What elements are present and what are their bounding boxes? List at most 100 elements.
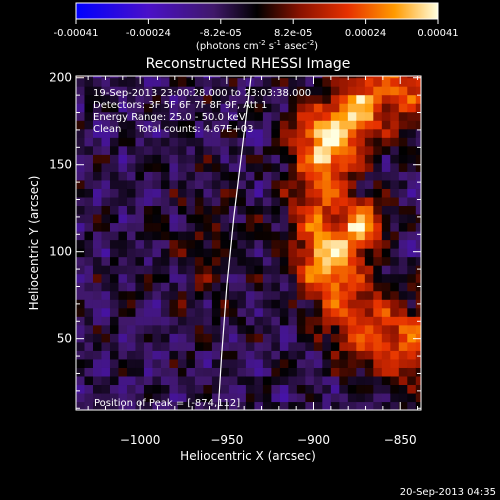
heatmap-cell [211,111,222,121]
heatmap-cell [101,162,111,172]
heatmap-cell [76,213,86,224]
heatmap-cell [177,137,188,147]
heatmap-cell [262,103,272,113]
heatmap-cell [271,375,281,386]
heatmap-cell [84,392,94,403]
heatmap-cell [118,128,128,138]
heatmap-cell [296,358,306,368]
heatmap-cell [109,384,120,394]
heatmap-cell [373,128,383,138]
heatmap-cell [305,256,315,266]
heatmap-cell [135,358,145,368]
heatmap-cell [279,86,289,96]
heatmap-cell [330,205,340,215]
heatmap-cell [203,324,213,334]
heatmap-cell [279,239,289,249]
heatmap-cell [390,77,400,87]
heatmap-cell [203,222,213,232]
heatmap-cell [220,290,230,300]
heatmap-cell [398,128,408,138]
heatmap-cell [228,128,238,138]
heatmap-cell [305,94,315,104]
heatmap-cell [228,392,238,403]
heatmap-cell [288,196,298,207]
heatmap-cell [271,358,281,368]
heatmap-cell [322,222,332,232]
heatmap-cell [177,290,188,300]
heatmap-cell [296,256,306,266]
heatmap-cell [356,358,366,368]
heatmap-cell [347,392,357,403]
heatmap-cell [211,128,222,138]
heatmap-cell [76,179,86,189]
heatmap-cell [237,179,247,189]
heatmap-cell [84,128,94,138]
heatmap-cell [160,77,171,87]
heatmap-cell [177,282,188,292]
heatmap-cell [271,154,281,164]
heatmap-cell [76,103,86,113]
heatmap-cell [381,307,391,317]
heatmap-cell [76,401,86,410]
heatmap-cell [398,239,408,249]
heatmap-cell [169,179,179,189]
heatmap-cell [152,205,162,215]
heatmap-cell [347,103,357,113]
heatmap-cell [305,341,315,351]
heatmap-cell [398,401,408,410]
heatmap-cell [330,248,340,258]
heatmap-cell [245,120,255,130]
heatmap-cell [203,154,213,164]
plot-frame [75,75,422,411]
heatmap-cell [330,239,340,249]
heatmap-cell [271,392,281,403]
heatmap-cell [288,213,298,224]
heatmap-cell [322,358,332,368]
heatmap-cell [228,375,238,386]
heatmap-cell [288,401,298,410]
heatmap-cell [101,77,111,87]
heatmap-cell [415,179,421,189]
heatmap-cell [330,77,340,87]
heatmap-cell [194,265,205,275]
heatmap-cell [296,282,306,292]
heatmap-cell [398,290,408,300]
heatmap-cell [245,282,255,292]
annotation-block: 19-Sep-2013 23:00:28.000 to 23:03:38.000… [93,88,311,135]
heatmap-cell [152,282,162,292]
heatmap-cell [339,282,349,292]
heatmap-cell [313,290,323,300]
heatmap-cell [271,384,281,394]
heatmap-cell [347,299,357,309]
heatmap-cell [126,128,137,138]
heatmap-cell [135,256,145,266]
heatmap-cell [177,86,188,96]
y-tick-label: 150 [49,158,72,172]
colorbar-tick-label: -0.00041 [54,28,99,39]
heatmap-cell [203,77,213,87]
heatmap-cell [347,333,357,343]
heatmap-cell [381,273,391,283]
heatmap-cell [118,333,128,343]
heatmap-cell [313,324,323,334]
heatmap-cell [177,231,188,241]
heatmap-cell [373,324,383,334]
heatmap-cell [152,307,162,317]
heatmap-cell [152,273,162,283]
heatmap-cell [356,222,366,232]
heatmap-cell [143,248,154,258]
heatmap-cell [330,76,340,79]
heatmap-cell [288,231,298,241]
heatmap-cell [296,77,306,87]
heatmap-cell [288,171,298,181]
heatmap-cell [322,145,332,155]
heatmap-cell [288,128,298,138]
annotation-counts: Clean Total counts: 4.67E+03 [93,124,253,135]
heatmap-cell [330,188,340,198]
heatmap-cell [245,384,255,394]
heatmap-cell [288,222,298,232]
heatmap-cell [390,111,400,121]
heatmap-cell [152,265,162,275]
heatmap-cell [398,392,408,403]
heatmap-cell [373,367,383,377]
